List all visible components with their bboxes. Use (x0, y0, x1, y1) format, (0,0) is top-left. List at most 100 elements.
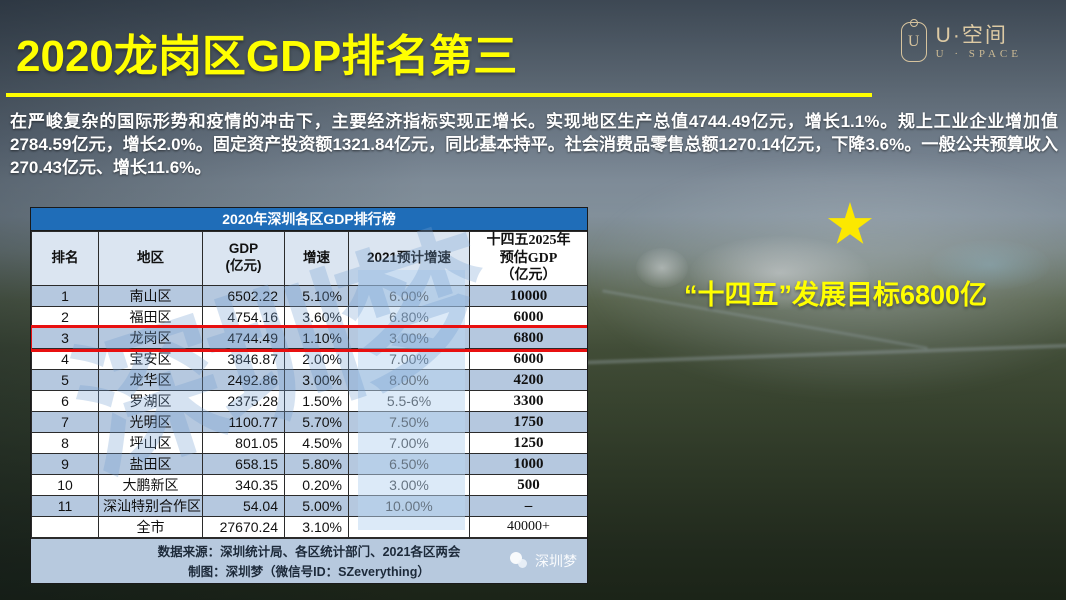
cell-forecast-2021: 7.00% (348, 431, 470, 454)
cell-rank (31, 515, 99, 538)
cell-forecast-2021 (348, 515, 470, 538)
cell-estimate-2025: 40000+ (469, 515, 587, 538)
table-row: 4 宝安区 3846.87 2.00% 7.00% 6000 (31, 347, 587, 370)
cell-forecast-2021: 6.00% (348, 284, 470, 307)
cell-forecast-2021: 8.00% (348, 368, 470, 391)
table-row: 7 光明区 1100.77 5.70% 7.50% 1750 (31, 410, 587, 433)
cell-gdp: 1100.77 (202, 410, 285, 433)
cell-district: 光明区 (98, 410, 203, 433)
table-row: 1 南山区 6502.22 5.10% 6.00% 10000 (31, 284, 587, 307)
lake-shape (930, 240, 1050, 290)
stadium-shape (690, 236, 870, 310)
cell-growth: 5.70% (284, 410, 349, 433)
gdp-table-body: 1 南山区 6502.22 5.10% 6.00% 10000 2 福田区 47… (31, 284, 587, 538)
cell-district: 深汕特别合作区 (98, 494, 203, 517)
title-underline (6, 93, 872, 97)
table-row: 5 龙华区 2492.86 3.00% 8.00% 4200 (31, 368, 587, 391)
cell-growth: 5.10% (284, 284, 349, 307)
col-header-growth: 增速 (284, 231, 349, 286)
shenzhenmeng-logo-text: 深圳梦 (535, 552, 577, 569)
building-shape (636, 248, 688, 288)
cell-district: 龙华区 (98, 368, 203, 391)
cell-forecast-2021: 6.80% (348, 305, 470, 328)
table-row: 8 坪山区 801.05 4.50% 7.00% 1250 (31, 431, 587, 454)
cell-rank: 8 (31, 431, 99, 454)
table-row: 3 龙岗区 4744.49 1.10% 3.00% 6800 (31, 326, 587, 349)
cell-gdp: 4744.49 (202, 326, 285, 349)
cell-estimate-2025: 6800 (469, 326, 587, 349)
cell-district: 坪山区 (98, 431, 203, 454)
cell-growth: 3.10% (284, 515, 349, 538)
cell-rank: 10 (31, 473, 99, 496)
table-row: 9 盐田区 658.15 5.80% 6.50% 1000 (31, 452, 587, 475)
shenzhenmeng-logo: 深圳梦 (510, 551, 577, 571)
cell-rank: 4 (31, 347, 99, 370)
uspace-logo: U U·空间 U · SPACE (900, 22, 1022, 62)
cell-gdp: 2375.28 (202, 389, 285, 412)
cell-forecast-2021: 5.5-6% (348, 389, 470, 412)
uspace-logo-text-en: U · SPACE (935, 47, 1022, 60)
table-title: 2020年深圳各区GDP排行榜 (31, 208, 587, 231)
cell-forecast-2021: 6.50% (348, 452, 470, 475)
cell-estimate-2025: 3300 (469, 389, 587, 412)
table-row: 2 福田区 4754.16 3.60% 6.80% 6000 (31, 305, 587, 328)
intro-paragraph: 在严峻复杂的国际形势和疫情的冲击下，主要经济指标实现正增长。实现地区生产总值47… (10, 112, 1058, 177)
col-header-estimate-2025: 十四五2025年 预估GDP （亿元） (469, 231, 587, 286)
cell-district: 罗湖区 (98, 389, 203, 412)
uspace-logo-text-cn: U·空间 (935, 24, 1008, 48)
gdp-table: 排名 地区 GDP (亿元) 增速 2021预计增速 十四五2025年 预估GD… (31, 231, 587, 538)
table-row: 11 深汕特别合作区 54.04 5.00% 10.00% – (31, 494, 587, 517)
cell-estimate-2025: 4200 (469, 368, 587, 391)
cell-gdp: 54.04 (202, 494, 285, 517)
cell-estimate-2025: 1000 (469, 452, 587, 475)
col-header-forecast-2021: 2021预计增速 (348, 231, 470, 286)
cell-gdp: 4754.16 (202, 305, 285, 328)
table-footer: 数据来源：深圳统计局、各区统计部门、2021各区两会 制图：深圳梦（微信号ID：… (31, 537, 587, 583)
cell-growth: 0.20% (284, 473, 349, 496)
cell-rank: 7 (31, 410, 99, 433)
cell-forecast-2021: 7.50% (348, 410, 470, 433)
table-row: 10 大鹏新区 340.35 0.20% 3.00% 500 (31, 473, 587, 496)
cell-gdp: 340.35 (202, 473, 285, 496)
cell-district: 南山区 (98, 284, 203, 307)
table-row: 6 罗湖区 2375.28 1.50% 5.5-6% 3300 (31, 389, 587, 412)
col-header-rank: 排名 (31, 231, 99, 286)
cell-gdp: 27670.24 (202, 515, 285, 538)
cell-district: 大鹏新区 (98, 473, 203, 496)
cell-district: 全市 (98, 515, 203, 538)
page-title: 2020龙岗区GDP排名第三 (16, 32, 518, 81)
slogan-text: “十四五”发展目标6800亿 (684, 280, 988, 310)
col-header-district: 地区 (98, 231, 203, 286)
cell-growth: 5.80% (284, 452, 349, 475)
cell-growth: 1.10% (284, 326, 349, 349)
table-row: 全市 27670.24 3.10% 40000+ (31, 515, 587, 538)
cell-gdp: 6502.22 (202, 284, 285, 307)
cell-estimate-2025: 500 (469, 473, 587, 496)
cell-gdp: 801.05 (202, 431, 285, 454)
cell-district: 盐田区 (98, 452, 203, 475)
cell-estimate-2025: 1250 (469, 431, 587, 454)
cell-growth: 4.50% (284, 431, 349, 454)
cell-growth: 5.00% (284, 494, 349, 517)
cell-gdp: 2492.86 (202, 368, 285, 391)
shenzhenmeng-logo-icon (510, 551, 530, 570)
cell-forecast-2021: 7.00% (348, 347, 470, 370)
cell-gdp: 3846.87 (202, 347, 285, 370)
cell-growth: 2.00% (284, 347, 349, 370)
cell-estimate-2025: – (469, 494, 587, 517)
uspace-logo-names: U·空间 U · SPACE (936, 24, 1022, 59)
cell-district: 福田区 (98, 305, 203, 328)
footer-source-line: 数据来源：深圳统计局、各区统计部门、2021各区两会 (157, 545, 461, 559)
cell-district: 宝安区 (98, 347, 203, 370)
cell-estimate-2025: 6000 (469, 347, 587, 370)
cell-rank: 2 (31, 305, 99, 328)
cell-growth: 1.50% (284, 389, 349, 412)
cell-forecast-2021: 10.00% (348, 494, 470, 517)
footer-credit-line: 制图：深圳梦（微信号ID：SZeverything） (188, 565, 430, 579)
cell-rank: 6 (31, 389, 99, 412)
cell-rank: 9 (31, 452, 99, 475)
cell-forecast-2021: 3.00% (348, 326, 470, 349)
uspace-badge-letter: U (907, 33, 920, 50)
cell-estimate-2025: 10000 (469, 284, 587, 307)
